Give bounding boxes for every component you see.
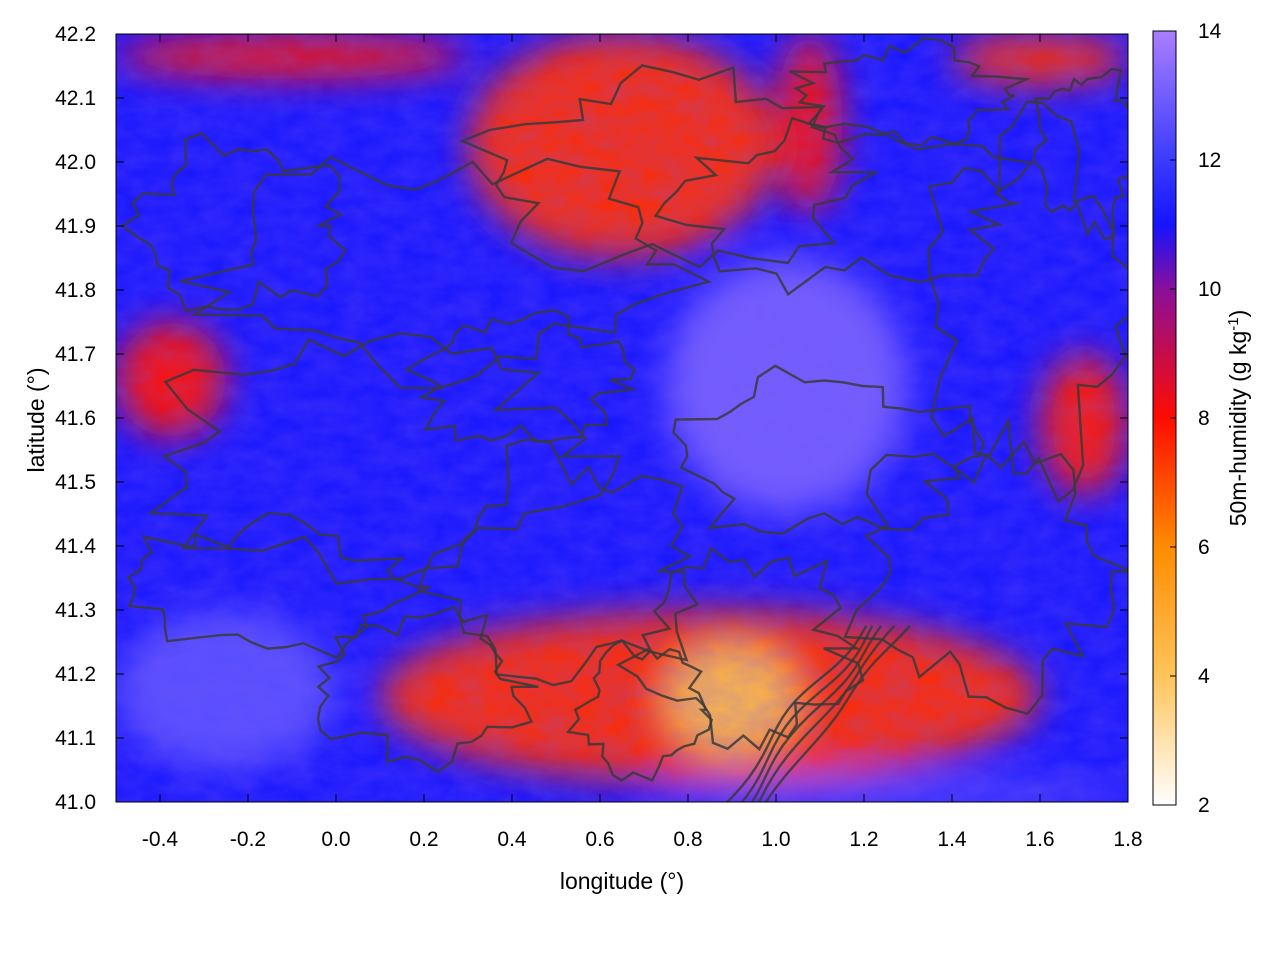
contour-line (120, 131, 347, 313)
field-texture (116, 34, 1128, 802)
contour-line (672, 364, 986, 535)
x-tick-label: 0.4 (497, 828, 527, 851)
y-axis: 41.0 41.1 41.2 41.3 41.4 41.5 41.6 41.7 41.8 41.9… (55, 23, 1128, 814)
colorbar-tick-label: 10 (1198, 278, 1221, 301)
colorbar-tick-label: 2 (1198, 794, 1210, 817)
x-tick-label: 1.8 (1113, 828, 1142, 851)
y-tick-label: 41.0 (55, 791, 96, 814)
colorbar-label-main: 50m-humidity (g kg (1225, 331, 1251, 527)
y-tick-label: 42.0 (55, 151, 96, 174)
contour-line (764, 624, 911, 802)
x-tick-label: 0.8 (673, 828, 702, 851)
x-tick-label: 0.2 (409, 828, 438, 851)
x-tick-label: 0.0 (321, 828, 350, 851)
terrain-contours (120, 36, 1128, 802)
x-tick-label: 1.4 (937, 828, 967, 851)
contour-line (417, 438, 700, 687)
contour-line (740, 625, 874, 802)
colorbar-tick-label: 6 (1198, 536, 1210, 559)
x-axis-label: longitude (°) (560, 868, 684, 894)
y-tick-label: 42.2 (55, 23, 96, 46)
contour-line (316, 605, 539, 774)
contour-line (565, 639, 714, 782)
contour-line (843, 439, 1128, 716)
x-tick-label: 1.2 (849, 828, 878, 851)
contour-line (725, 625, 868, 802)
colorbar-label: 50m-humidity (g kg-1) (1225, 310, 1252, 527)
colorbar-tick-label: 14 (1198, 20, 1222, 43)
y-tick-label: 41.1 (55, 727, 96, 750)
colorbar-tick-label: 8 (1198, 407, 1210, 430)
contour-line (653, 116, 1034, 297)
y-tick-label: 41.2 (55, 663, 96, 686)
y-tick-label: 41.9 (55, 215, 96, 238)
contour-line (927, 100, 1128, 504)
y-tick-label: 41.4 (55, 535, 96, 558)
contour-line (615, 546, 865, 752)
colorbar-axis: 2 4 6 8 10 12 14 (1170, 20, 1222, 817)
colorbar-label-end: ) (1225, 310, 1251, 318)
x-tick-label: 0.6 (585, 828, 614, 851)
x-tick-label: -0.4 (142, 828, 179, 851)
y-axis-label: latitude (°) (23, 367, 49, 472)
colorbar-label-sup: -1 (1225, 317, 1242, 330)
x-tick-label: -0.2 (230, 828, 266, 851)
y-tick-label: 41.6 (55, 407, 96, 430)
y-tick-label: 42.1 (55, 87, 96, 110)
x-axis: -0.4 -0.2 0.0 0.2 0.4 0.6 0.8 1.0 1.2 1.4 1.6 1.8 (142, 34, 1143, 851)
contour-line (757, 625, 896, 802)
contour-line (180, 155, 713, 390)
x-tick-label: 1.0 (761, 828, 790, 851)
y-tick-label: 41.7 (55, 343, 96, 366)
humidity-field (116, 34, 1128, 802)
y-tick-label: 41.5 (55, 471, 96, 494)
contour-line (147, 331, 621, 586)
y-tick-label: 41.8 (55, 279, 96, 302)
contour-line (404, 309, 638, 443)
contour-line (459, 64, 878, 273)
contour-line (1032, 67, 1128, 241)
contour-line (750, 625, 882, 802)
colorbar-tick-label: 4 (1198, 665, 1210, 688)
contour-line (789, 36, 1032, 147)
colorbar-tick-label: 12 (1198, 149, 1221, 172)
x-tick-label: 1.6 (1025, 828, 1054, 851)
y-tick-label: 41.3 (55, 599, 96, 622)
